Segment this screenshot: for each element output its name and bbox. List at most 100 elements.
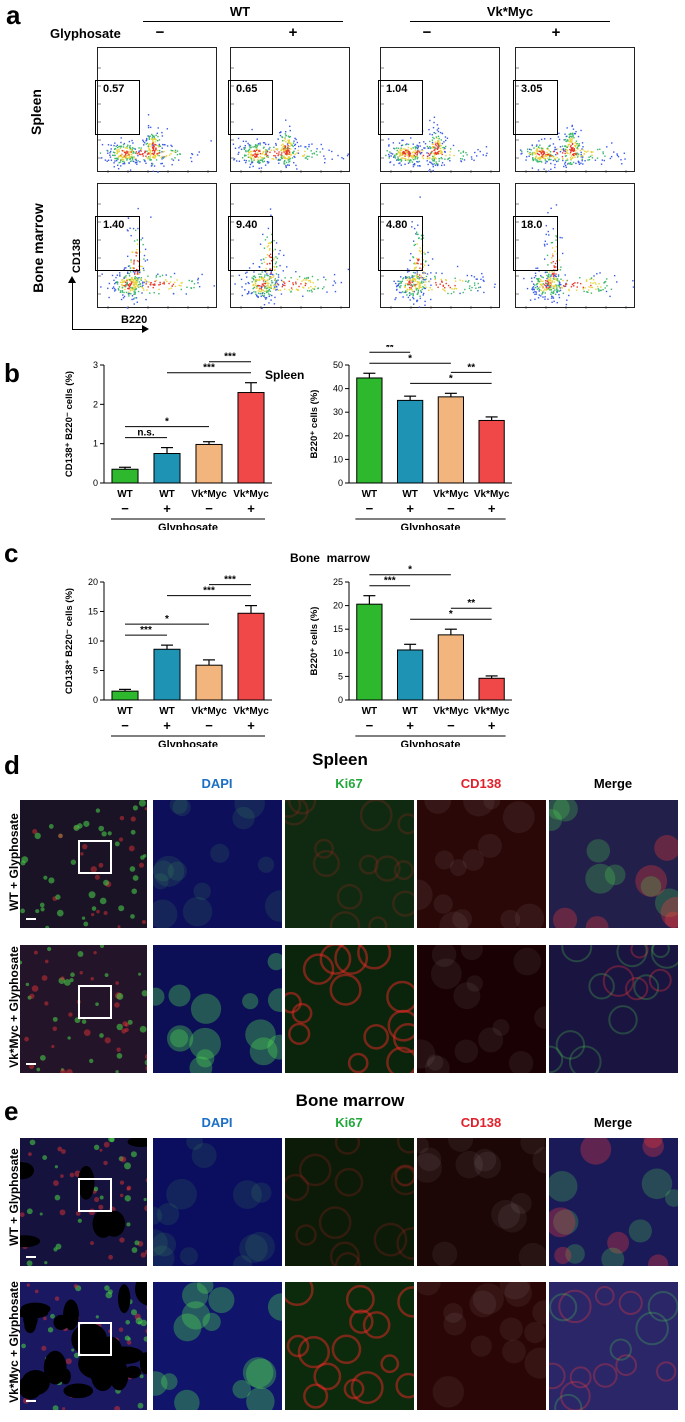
panel-e-title: Bone marrow: [295, 1091, 405, 1110]
row-d-vkmyc: Vk*Myc + Glyphosate: [7, 946, 21, 1068]
significance-label: *: [165, 417, 169, 428]
y-axis-label: B220⁺ cells (%): [309, 390, 320, 459]
bar: [153, 648, 181, 701]
col-merge: Merge: [593, 776, 633, 791]
gate-value: 18.0: [521, 219, 543, 231]
col-e-ki67: Ki67: [335, 1115, 363, 1130]
panel-d-letter: d: [4, 750, 20, 780]
row-e-vkmyc: Vk*Myc + Glyphosate: [7, 1281, 21, 1403]
y-tick-label: 0: [338, 478, 343, 488]
scale-bar: [26, 1063, 36, 1065]
bar: [478, 419, 505, 484]
y-tick-label: 5: [338, 671, 343, 681]
panel-c-letter: c: [4, 538, 19, 568]
zoom-image: [153, 800, 282, 928]
bar: [478, 677, 505, 701]
zoom-image: [417, 1138, 546, 1266]
y-tick-label: 15: [333, 624, 343, 634]
y-axis-arrow: [72, 280, 73, 330]
category-label: Vk*Myc: [191, 489, 227, 500]
col-ki67: Ki67: [335, 776, 363, 791]
significance-label: **: [386, 345, 394, 353]
facs-plot: [515, 47, 635, 173]
significance-label: **: [467, 362, 475, 373]
panel-c-tissue: Bone marrow: [289, 551, 370, 565]
significance-label: ***: [224, 575, 236, 586]
panel-d-title: Spleen: [312, 750, 368, 769]
zoom-image: [417, 1282, 546, 1410]
significance-label: ***: [203, 363, 215, 374]
gate-value: 3.05: [521, 83, 543, 95]
col-e-dapi: DAPI: [201, 1115, 233, 1130]
facs-plot: [97, 47, 217, 173]
x-axis-b220: B220: [121, 314, 148, 326]
panel-a-letter: a: [6, 0, 21, 30]
zoom-image: [549, 945, 678, 1073]
category-label: WT: [362, 706, 378, 717]
gate-value: 0.57: [103, 83, 125, 95]
x-axis-arrow: [72, 329, 142, 330]
y-tick-label: 50: [333, 360, 343, 370]
zoom-region-box: [78, 985, 112, 1019]
gate-box: [228, 216, 273, 271]
facs-plot: [230, 47, 350, 173]
treatment-sign: +: [247, 718, 255, 733]
treatment-sign: −: [121, 718, 129, 733]
zoom-image: [153, 1282, 282, 1410]
gate-box: [513, 80, 558, 135]
facs-plot: [380, 47, 500, 173]
gate-box: [95, 80, 140, 135]
zoom-image: [285, 800, 414, 928]
category-label: WT: [117, 489, 133, 500]
gate-value: 0.65: [236, 83, 258, 95]
zoom-image: [549, 1138, 678, 1266]
significance-label: *: [449, 609, 453, 620]
gate-value: 9.40: [236, 219, 258, 231]
zoom-image: [153, 945, 282, 1073]
treatment-sign: +: [163, 501, 171, 516]
category-label: WT: [117, 706, 133, 717]
treatment-sign: −: [447, 501, 455, 516]
gate-value: 1.04: [386, 83, 408, 95]
bar: [356, 603, 383, 701]
col-e-cd138: CD138: [460, 1115, 502, 1130]
zoom-image: [549, 1282, 678, 1410]
facs-plot: [380, 183, 500, 309]
col-e-merge: Merge: [593, 1115, 633, 1130]
significance-label: ***: [140, 625, 152, 636]
y-tick-label: 5: [93, 666, 98, 676]
treatment-sign: +: [247, 501, 255, 516]
category-label: Vk*Myc: [191, 706, 227, 717]
significance-label: n.s.: [137, 428, 154, 439]
bar: [111, 690, 139, 701]
treatment-sign: +: [488, 718, 496, 733]
y-arrow-head: [68, 276, 76, 283]
y-tick-label: 20: [333, 601, 343, 611]
significance-label: **: [467, 598, 475, 609]
y-tick-label: 20: [88, 577, 98, 587]
treatment-label: Glyphosate: [158, 739, 218, 747]
treatment-sign: −: [447, 718, 455, 733]
gate-box: [378, 216, 423, 271]
treatment-sign: +: [406, 501, 414, 516]
zoom-region-box: [78, 1178, 112, 1212]
facs-plot: [230, 183, 350, 309]
bar: [437, 634, 465, 701]
significance-label: *: [408, 565, 412, 576]
group-label-vkmyc: Vk*Myc: [486, 4, 534, 19]
scale-bar: [26, 1400, 36, 1402]
y-tick-label: 30: [333, 407, 343, 417]
zoom-image: [417, 945, 546, 1073]
treatment-sign: −: [121, 501, 129, 516]
sign-2: −: [422, 24, 432, 41]
category-label: WT: [402, 706, 418, 717]
gate-box: [95, 216, 140, 271]
category-label: WT: [159, 706, 175, 717]
facs-plot: [515, 183, 635, 309]
col-cd138: CD138: [460, 776, 502, 791]
gate-box: [378, 80, 423, 135]
category-label: WT: [159, 489, 175, 500]
